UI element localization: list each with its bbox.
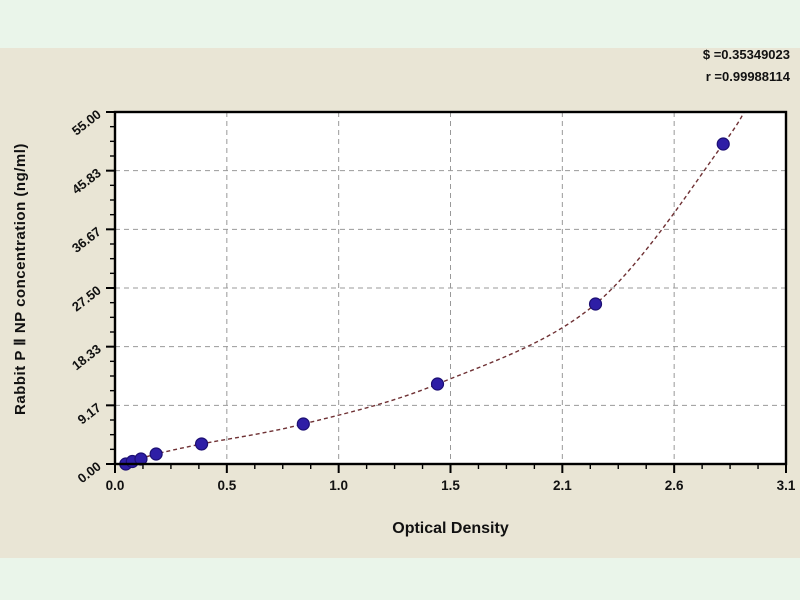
data-point (588, 297, 603, 311)
y-tick-label: 27.50 (69, 283, 104, 315)
y-tick-label: 55.00 (69, 107, 104, 139)
x-axis-title: Optical Density (392, 520, 509, 537)
data-point (194, 437, 209, 451)
data-point (149, 447, 163, 461)
plot-border (113, 110, 788, 466)
x-tick-label: 1.0 (329, 478, 348, 493)
stat-s-value: $ =0.35349023 (702, 47, 790, 62)
x-tick-label: 0.0 (106, 478, 125, 493)
y-tick-label: 36.67 (69, 224, 104, 256)
x-tick-label: 3.1 (777, 478, 796, 493)
data-point (296, 417, 310, 431)
data-point (716, 137, 730, 151)
x-tick-label: 1.5 (441, 478, 460, 493)
fit-statistics: $ =0.35349023 r =0.99988114 (490, 44, 790, 88)
x-tick-label: 2.6 (665, 478, 684, 493)
x-tick-label: 0.5 (217, 478, 236, 493)
y-tick-label: 9.17 (75, 400, 104, 427)
stat-r-value: r =0.99988114 (705, 69, 790, 84)
y-tick-label: 0.00 (75, 459, 104, 486)
data-point (430, 377, 445, 391)
x-tick-label: 2.1 (553, 478, 572, 493)
y-axis-title: Rabbit P Ⅱ NP concentration (ng/ml) (12, 143, 29, 415)
y-tick-label: 18.33 (69, 341, 104, 373)
y-tick-label: 45.83 (69, 165, 104, 197)
